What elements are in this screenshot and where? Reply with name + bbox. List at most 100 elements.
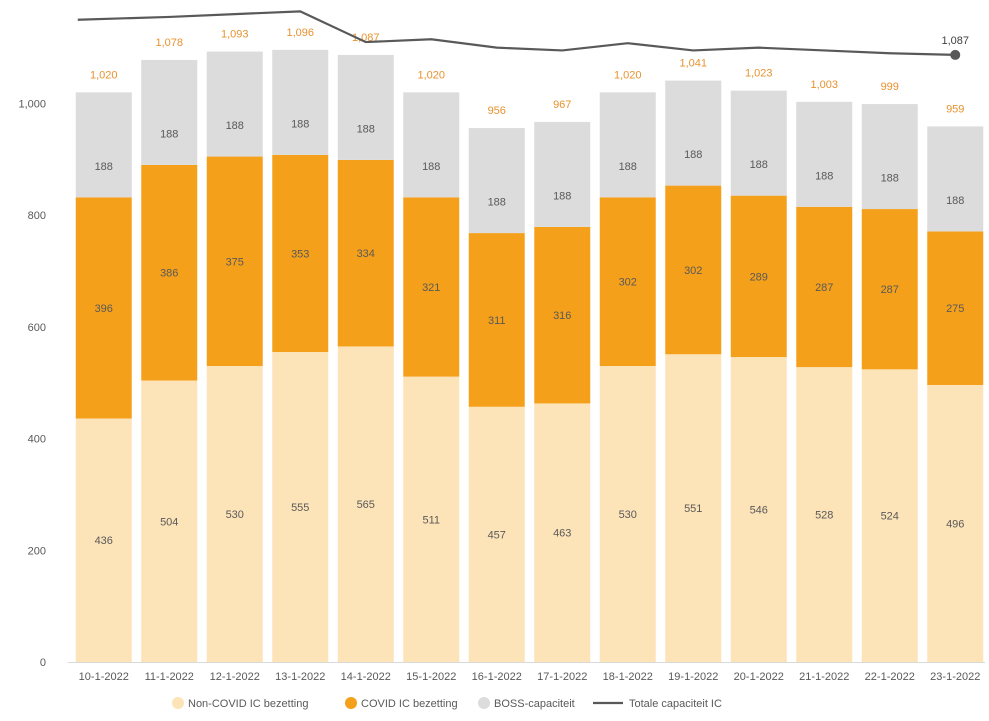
bar-segment-boss bbox=[141, 59, 198, 165]
x-tick-label: 18-1-2022 bbox=[603, 671, 653, 683]
x-tick-label: 13-1-2022 bbox=[275, 671, 325, 683]
legend: Non-COVID IC bezetting COVID IC bezetting… bbox=[172, 697, 722, 710]
bar-segment-boss bbox=[861, 104, 918, 210]
bar-total-label: 956 bbox=[488, 105, 506, 117]
bar-segment-covid bbox=[927, 231, 984, 385]
x-tick-label: 12-1-2022 bbox=[210, 671, 260, 683]
segment-value-label: 188 bbox=[160, 128, 178, 140]
x-tick-label: 21-1-2022 bbox=[799, 671, 849, 683]
y-tick-label: 0 bbox=[40, 657, 46, 669]
segment-value-label: 551 bbox=[684, 503, 702, 515]
segment-value-label: 504 bbox=[160, 516, 178, 528]
segment-value-label: 302 bbox=[619, 277, 637, 289]
bar-segment-covid bbox=[534, 226, 591, 404]
bar-segment-non-covid bbox=[730, 357, 787, 662]
legend-entry-label: Totale capaciteit IC bbox=[629, 698, 722, 710]
bar-total-label: 1,041 bbox=[679, 58, 707, 70]
total-capacity-line-path bbox=[77, 10, 956, 57]
bar-segment-non-covid bbox=[534, 403, 591, 662]
segment-value-label: 188 bbox=[488, 197, 506, 209]
bar-segment-non-covid bbox=[337, 346, 394, 662]
segment-value-label: 188 bbox=[422, 161, 440, 173]
bar-segment-boss bbox=[665, 80, 722, 186]
y-tick-label: 600 bbox=[28, 322, 46, 334]
bar-segment-non-covid bbox=[796, 367, 853, 662]
segment-value-label: 188 bbox=[619, 161, 637, 173]
bar-total-label: 967 bbox=[553, 99, 571, 111]
x-tick-label: 22-1-2022 bbox=[865, 671, 915, 683]
segment-value-label: 530 bbox=[226, 509, 244, 521]
bar-segment-boss bbox=[468, 128, 525, 234]
bars: 436 396 188 1,020 504 386 188 1,078 530 375 188 1,0… bbox=[75, 27, 984, 662]
bar-segment-non-covid bbox=[665, 354, 722, 662]
legend-swatch bbox=[478, 697, 490, 709]
bar-segment-non-covid bbox=[403, 376, 460, 662]
bar-segment-covid bbox=[403, 197, 460, 377]
bar-segment-covid bbox=[599, 197, 656, 366]
segment-value-label: 457 bbox=[488, 529, 506, 541]
segment-value-label: 275 bbox=[946, 303, 964, 315]
segment-value-label: 386 bbox=[160, 268, 178, 280]
segment-value-label: 511 bbox=[422, 514, 440, 526]
segment-value-label: 287 bbox=[881, 284, 899, 296]
bar-segment-covid bbox=[665, 185, 722, 355]
bar-segment-non-covid bbox=[599, 365, 656, 662]
segment-value-label: 188 bbox=[291, 118, 309, 130]
bar-segment-boss bbox=[206, 51, 263, 157]
bar-total-label: 959 bbox=[946, 103, 964, 115]
bar-segment-covid bbox=[141, 164, 198, 381]
bar-segment-boss bbox=[534, 121, 591, 227]
bar-total-label: 1,020 bbox=[417, 69, 445, 81]
bar-total-label: 1,078 bbox=[155, 37, 183, 49]
bar-segment-covid bbox=[75, 197, 132, 419]
x-tick-label: 14-1-2022 bbox=[341, 671, 391, 683]
bar-segment-covid bbox=[337, 159, 394, 347]
line-end-marker bbox=[950, 49, 961, 60]
y-tick-label: 200 bbox=[28, 545, 46, 557]
segment-value-label: 555 bbox=[291, 502, 309, 514]
bar-segment-boss bbox=[730, 90, 787, 196]
legend-entry-label: BOSS-capaciteit bbox=[494, 698, 575, 710]
segment-value-label: 188 bbox=[684, 149, 702, 161]
bar-segment-boss bbox=[75, 92, 132, 198]
x-tick-label: 15-1-2022 bbox=[406, 671, 456, 683]
segment-value-label: 188 bbox=[226, 120, 244, 132]
segment-value-label: 311 bbox=[488, 315, 506, 327]
segment-value-label: 321 bbox=[422, 282, 440, 294]
segment-value-label: 287 bbox=[815, 282, 833, 294]
segment-value-label: 316 bbox=[553, 310, 571, 322]
bar-segment-non-covid bbox=[272, 352, 329, 662]
bar-segment-covid bbox=[206, 156, 263, 366]
segment-value-label: 353 bbox=[291, 248, 309, 260]
total-capacity-line: 1,087 bbox=[77, 10, 969, 60]
bar-total-label: 1,023 bbox=[745, 68, 773, 80]
legend-entry-label: Non-COVID IC bezetting bbox=[188, 698, 308, 710]
segment-value-label: 436 bbox=[95, 535, 113, 547]
bar-segment-covid bbox=[861, 209, 918, 370]
segment-value-label: 334 bbox=[357, 248, 375, 260]
x-tick-label: 16-1-2022 bbox=[472, 671, 522, 683]
segment-value-label: 463 bbox=[553, 528, 571, 540]
bar-segment-non-covid bbox=[468, 406, 525, 662]
x-tick-label: 17-1-2022 bbox=[537, 671, 587, 683]
bar-segment-non-covid bbox=[206, 365, 263, 662]
legend-swatch bbox=[172, 697, 184, 709]
segment-value-label: 496 bbox=[946, 518, 964, 530]
y-axis: 0 200 400 600 800 1,000 bbox=[18, 99, 46, 670]
y-tick-label: 400 bbox=[28, 434, 46, 446]
segment-value-label: 188 bbox=[946, 195, 964, 207]
bar-total-label: 1,096 bbox=[286, 27, 314, 39]
bar-segment-boss bbox=[796, 101, 853, 207]
segment-value-label: 188 bbox=[881, 173, 899, 185]
segment-value-label: 546 bbox=[750, 505, 768, 517]
segment-value-label: 188 bbox=[553, 190, 571, 202]
bar-total-label: 1,093 bbox=[221, 29, 249, 41]
bar-segment-non-covid bbox=[141, 380, 198, 662]
legend-entry-label: COVID IC bezetting bbox=[361, 698, 458, 710]
bar-segment-covid bbox=[796, 206, 853, 368]
segment-value-label: 302 bbox=[684, 265, 702, 277]
segment-value-label: 188 bbox=[815, 170, 833, 182]
segment-value-label: 188 bbox=[357, 123, 375, 135]
segment-value-label: 188 bbox=[750, 159, 768, 171]
